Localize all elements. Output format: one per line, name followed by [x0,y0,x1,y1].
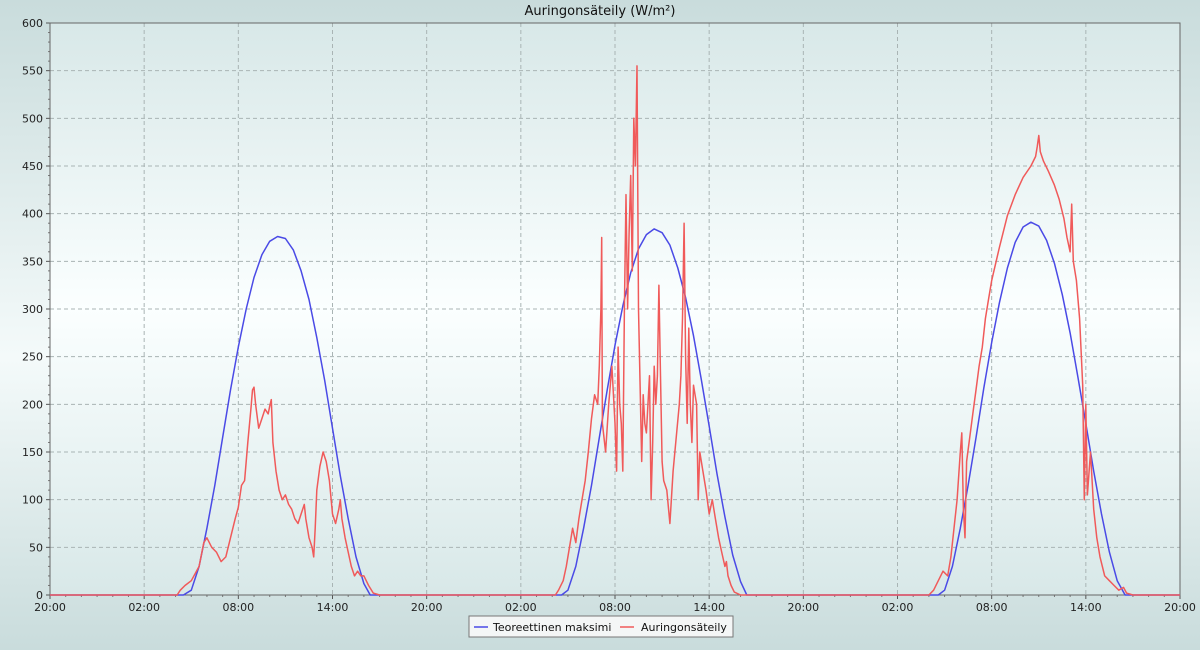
x-tick-label: 08:00 [976,601,1008,614]
x-tick-label: 14:00 [693,601,725,614]
y-tick-label: 600 [22,17,43,30]
x-tick-label: 08:00 [222,601,254,614]
y-tick-label: 350 [22,255,43,268]
y-tick-label: 400 [22,208,43,221]
y-tick-label: 150 [22,446,43,459]
y-tick-label: 450 [22,160,43,173]
legend-label-teoreettinen: Teoreettinen maksimi [492,621,611,634]
y-tick-label: 250 [22,351,43,364]
y-tick-label: 500 [22,112,43,125]
x-tick-label: 20:00 [411,601,443,614]
y-tick-label: 100 [22,494,43,507]
x-tick-label: 20:00 [1164,601,1196,614]
x-tick-label: 20:00 [34,601,66,614]
x-tick-label: 02:00 [505,601,537,614]
x-tick-label: 14:00 [317,601,349,614]
x-tick-label: 08:00 [599,601,631,614]
x-tick-label: 02:00 [882,601,914,614]
x-tick-label: 02:00 [128,601,160,614]
y-tick-label: 50 [29,541,43,554]
chart-title: Auringonsäteily (W/m²) [525,4,676,19]
series-line-1 [50,65,1180,596]
x-tick-label: 14:00 [1070,601,1102,614]
y-tick-label: 200 [22,398,43,411]
series-line-0 [50,221,1180,596]
series [50,65,1180,596]
y-tick-label: 0 [36,589,43,602]
legend: Teoreettinen maksimi Auringonsäteily [468,615,734,638]
y-tick-label: 300 [22,303,43,316]
axes: 0 50 100 150 200 250 300 350 400 450 500 550 600 20:0… [22,17,1196,614]
plot-frame [49,22,1181,596]
y-tick-label: 550 [22,65,43,78]
legend-box [468,615,734,638]
legend-label-auringonsateily: Auringonsäteily [641,621,727,634]
grid [50,23,1180,595]
x-tick-label: 20:00 [787,601,819,614]
